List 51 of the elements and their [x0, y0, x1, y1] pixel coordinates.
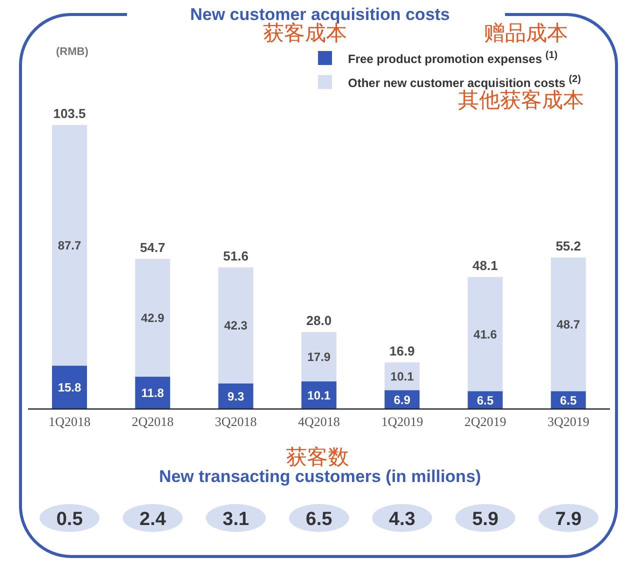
x-tick-label: 1Q2019 [381, 414, 424, 430]
data-label: 10.1 [307, 388, 331, 402]
x-tick-label: 2Q2018 [132, 414, 174, 430]
data-label: 17.9 [307, 350, 331, 364]
text: 赠品成本 [484, 22, 568, 45]
total-label: 55.2 [556, 238, 582, 254]
total-label: 28.0 [306, 313, 332, 328]
bar [550, 258, 586, 392]
data-label: 42.3 [224, 318, 248, 333]
text: 获客数 [286, 446, 349, 469]
total-label: 16.9 [389, 343, 415, 358]
data-label: 42.9 [140, 311, 165, 326]
total-label: 54.7 [140, 240, 166, 255]
total-label: 103.5 [53, 106, 86, 121]
x-tick-label: 2Q2019 [464, 414, 506, 430]
bar [135, 376, 170, 409]
data-label: 9.3 [227, 390, 244, 404]
bar [52, 366, 87, 409]
data-label: 3.1 [222, 509, 250, 530]
bar [135, 258, 170, 377]
x-tick-label: 4Q2018 [298, 414, 340, 430]
data-label: 6.9 [394, 392, 411, 407]
data-label: 4.3 [388, 509, 416, 530]
data-label: 87.7 [58, 238, 82, 253]
data-label: 0.5 [56, 509, 84, 530]
x-tick-label: 3Q2019 [547, 414, 590, 430]
x-tick-label: 1Q2018 [48, 414, 91, 430]
text: 获客成本 [263, 22, 347, 45]
data-label: 41.6 [474, 327, 498, 342]
data-label: 10.1 [390, 369, 414, 384]
bar [218, 267, 254, 384]
text: New transacting customers (in millions) [158, 467, 482, 488]
total-label: 48.1 [472, 258, 498, 274]
data-label: 2.4 [140, 509, 166, 530]
x-tick-label: 3Q2018 [214, 414, 257, 430]
data-label: 11.8 [141, 386, 164, 400]
data-label: 6.5 [306, 509, 333, 530]
bar [301, 332, 336, 382]
legend-label: Other new customer acquisition costs $^{(2)}$ [348, 74, 581, 90]
data-label: 15.8 [58, 380, 82, 395]
data-label: 5.9 [472, 509, 498, 530]
y-axis-title: (RMB) [56, 46, 88, 58]
text: 其他获客成本 [458, 89, 584, 112]
data-label: 6.5 [560, 393, 578, 408]
legend-label: Free product promotion expenses $^{(1)}$ [348, 50, 558, 66]
data-label: 48.7 [556, 318, 580, 332]
total-label: 51.6 [223, 248, 248, 264]
data-label: 7.9 [555, 509, 582, 530]
bar [468, 277, 503, 392]
bar [52, 125, 87, 366]
data-label: 6.5 [476, 393, 494, 408]
